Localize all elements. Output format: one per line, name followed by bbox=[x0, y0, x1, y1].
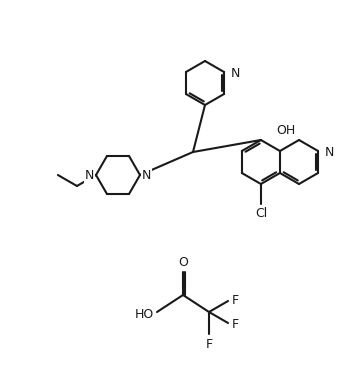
Text: F: F bbox=[205, 339, 212, 352]
Text: N: N bbox=[231, 67, 240, 80]
Text: O: O bbox=[178, 257, 188, 270]
Text: F: F bbox=[232, 318, 239, 331]
Text: N: N bbox=[325, 146, 335, 159]
Text: OH: OH bbox=[276, 123, 295, 136]
Text: F: F bbox=[232, 293, 239, 306]
Text: Cl: Cl bbox=[255, 206, 267, 219]
Text: N: N bbox=[142, 169, 152, 182]
Text: N: N bbox=[85, 169, 94, 182]
Text: HO: HO bbox=[135, 308, 154, 321]
